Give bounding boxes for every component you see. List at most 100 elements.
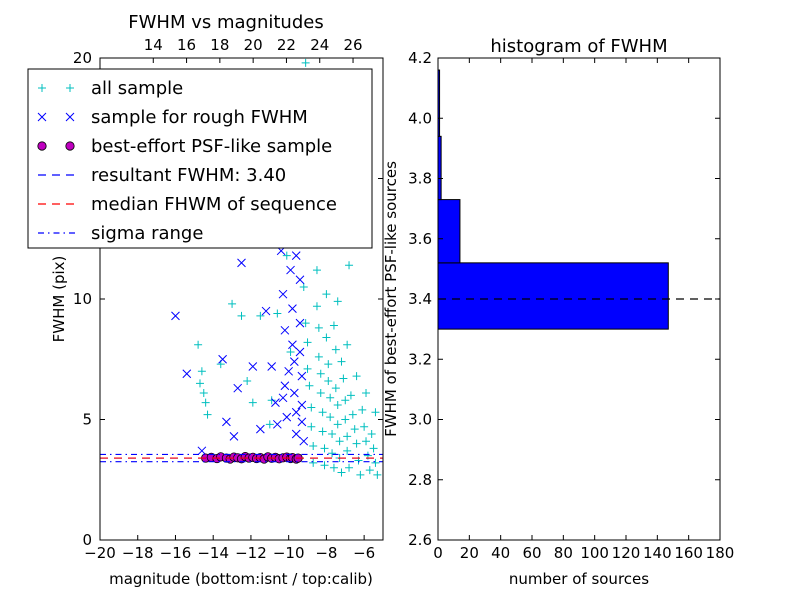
scatter-point <box>305 381 314 390</box>
scatter-point <box>301 319 310 328</box>
y-tick-label: 0 <box>82 531 92 549</box>
scatter-point <box>201 398 210 407</box>
scatter-point <box>369 444 378 453</box>
y-tick-label: 10 <box>73 290 92 308</box>
scatter-point <box>299 282 308 291</box>
scatter-point <box>295 275 305 285</box>
scatter-point <box>195 379 204 388</box>
scatter-point <box>256 424 265 434</box>
scatter-point <box>297 371 307 381</box>
histogram-bar <box>437 199 461 264</box>
scatter-point <box>271 398 280 407</box>
legend-swatch <box>38 84 46 92</box>
scatter-point <box>222 417 231 427</box>
scatter-point <box>358 405 367 414</box>
scatter-point <box>331 384 340 393</box>
scatter-series <box>194 58 382 479</box>
legend-swatch <box>66 84 74 92</box>
legend-item: best-effort PSF-like sample <box>37 136 332 157</box>
scatter-point <box>352 439 361 448</box>
scatter-point <box>194 340 203 349</box>
histogram-ticks: 0 20 40 60 80 100 120 140 160 180 2.6 2.8 3.0 3.2 3.4 3… <box>408 49 734 562</box>
scatter-point <box>350 425 359 434</box>
scatter-point <box>301 58 310 67</box>
y-tick-label: 2.6 <box>408 531 432 549</box>
x-tick-label: −10 <box>273 544 305 562</box>
y-tick-label: 3.2 <box>408 350 432 368</box>
scatter-point <box>197 446 207 456</box>
legend-items: all sample sample for rough FWHM best-effo… <box>37 78 337 244</box>
scatter-point <box>322 333 331 342</box>
scatter-point <box>328 429 337 438</box>
scatter-point <box>331 345 340 354</box>
scatter-point <box>248 362 258 371</box>
y-tick-label: 4.2 <box>408 49 432 67</box>
y-tick-label: 4.0 <box>408 109 432 127</box>
legend-item: sigma range <box>38 223 203 244</box>
legend-label: sample for rough FWHM <box>91 107 308 128</box>
legend-label: resultant FWHM: 3.40 <box>91 165 286 186</box>
scatter-point <box>203 410 212 419</box>
x-tick-label: 120 <box>612 544 641 562</box>
scatter-ticks: −20−18−16−14−12−10−8−6051015201416182022… <box>73 36 383 562</box>
scatter-reference-lines <box>100 453 383 463</box>
scatter-point <box>303 364 312 373</box>
legend-label: median FHWM of sequence <box>91 194 337 215</box>
scatter-point <box>295 318 305 328</box>
x-tick-label: 80 <box>554 544 573 562</box>
legend-swatch <box>37 112 47 122</box>
scatter-point <box>218 354 227 364</box>
scatter-point <box>365 466 374 475</box>
y-tick-label: 3.0 <box>408 411 432 429</box>
scatter-point <box>267 396 276 405</box>
x-tick-label: 0 <box>433 544 443 562</box>
scatter-point <box>314 352 323 361</box>
scatter-point <box>318 427 327 436</box>
scatter-point <box>265 420 274 429</box>
scatter-point <box>329 321 338 330</box>
histogram-x-axis-label: number of sources <box>509 570 649 588</box>
scatter-point <box>297 417 307 427</box>
legend-label: sigma range <box>91 223 203 244</box>
y-tick-label: 3.4 <box>408 290 432 308</box>
x-tick-label: −16 <box>160 544 192 562</box>
x-tick-label: 140 <box>643 544 672 562</box>
scatter-point <box>288 304 297 313</box>
scatter-point <box>182 369 192 379</box>
scatter-point <box>282 251 291 260</box>
scatter-point <box>248 398 257 407</box>
scatter-point <box>288 340 297 350</box>
scatter-point <box>345 261 354 270</box>
scatter-point <box>343 432 352 441</box>
y-tick-label: 3.8 <box>408 170 432 188</box>
scatter-point <box>278 393 288 403</box>
scatter-point <box>360 422 369 431</box>
scatter-point <box>367 429 376 438</box>
x-tick-label: −14 <box>197 544 229 562</box>
scatter-point <box>320 444 329 453</box>
scatter-point <box>197 367 206 376</box>
scatter-point <box>348 410 357 419</box>
scatter-point <box>326 413 335 422</box>
legend-box <box>27 68 373 249</box>
scatter-point <box>339 374 348 383</box>
scatter-point <box>320 461 329 470</box>
x-tick-label: 180 <box>706 544 735 562</box>
scatter-point <box>267 362 277 371</box>
top-x-tick-label: 24 <box>310 36 329 54</box>
legend-item: median FHWM of sequence <box>38 194 337 215</box>
scatter-point <box>289 388 299 398</box>
scatter-point <box>291 429 301 439</box>
scatter-point <box>324 376 333 385</box>
scatter-point <box>284 366 294 376</box>
legend-swatch <box>65 141 75 151</box>
scatter-point <box>333 297 342 306</box>
histogram-bar <box>437 262 669 330</box>
scatter-point <box>329 463 338 472</box>
x-tick-label: −18 <box>122 544 154 562</box>
scatter-point <box>291 251 301 260</box>
scatter-point <box>309 458 318 467</box>
scatter-point <box>233 383 243 393</box>
legend-label: best-effort PSF-like sample <box>91 136 332 157</box>
